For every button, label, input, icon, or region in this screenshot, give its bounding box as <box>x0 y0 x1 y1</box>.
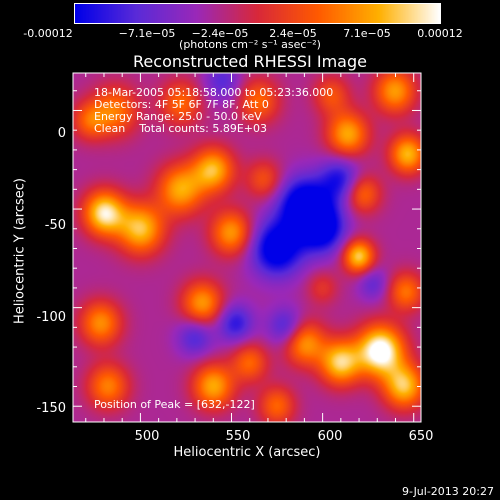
heatmap-image <box>73 73 421 422</box>
x-tick-label: 500 <box>134 429 160 444</box>
colorbar-units: (photons cm⁻² s⁻¹ asec⁻²) <box>179 38 321 51</box>
method-counts-text: Clean Total counts: 5.89E+03 <box>94 122 268 135</box>
y-tick-label: -50 <box>44 218 66 233</box>
colorbar-tick-label: -0.00012 <box>23 27 73 40</box>
y-tick-label: -150 <box>36 401 66 416</box>
energy-range-text: Energy Range: 25.0 - 50.0 keV <box>94 110 262 123</box>
plot-title: Reconstructed RHESSI Image <box>133 52 367 71</box>
plot-frame <box>72 72 422 423</box>
x-tick-label: 650 <box>408 429 434 444</box>
y-tick-label: 0 <box>57 126 66 141</box>
colorbar-tick-label: −2.4e−05 <box>191 27 249 40</box>
y-axis-label: Heliocentric Y (arcsec) <box>12 178 28 324</box>
colorbar-tick-label: 7.1e−05 <box>343 27 391 40</box>
peak-position-text: Position of Peak = [632,-122] <box>94 398 255 411</box>
time-range-text: 18-Mar-2005 05:18:58.000 to 05:23:36.000 <box>94 86 334 99</box>
y-tick-label: -100 <box>36 310 66 325</box>
colorbar-tick-label: 0.00012 <box>417 27 463 40</box>
colorbar-tick-label: 2.4e−05 <box>269 27 317 40</box>
x-axis-label: Heliocentric X (arcsec) <box>173 445 321 460</box>
x-tick-label: 600 <box>317 429 343 444</box>
date-stamp: 9-Jul-2013 20:27 <box>401 485 494 498</box>
colorbar <box>74 3 441 24</box>
colorbar-tick-label: −7.1e−05 <box>118 27 176 40</box>
detectors-text: Detectors: 4F 5F 6F 7F 8F, Att 0 <box>94 98 269 111</box>
x-tick-label: 550 <box>225 429 251 444</box>
